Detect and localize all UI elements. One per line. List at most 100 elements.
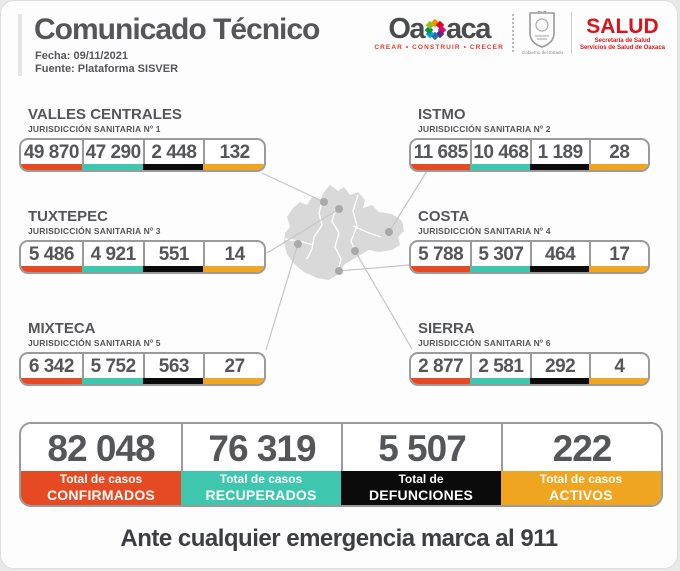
stat-confirmed: 5 486 [21,242,82,272]
oaxaca-wordmark: Oa aca [388,12,491,45]
total-active: 222 Total de casos ACTIVOS [501,424,661,505]
total-active-label: Total de casos ACTIVOS [501,471,661,505]
logo-strip: Oa aca CREAR • CONSTRUIR • CRECER Gobier… [374,11,665,55]
callout-lines [261,170,428,351]
active-color-bar [588,378,648,384]
region-jurisdiction: JURISDICCIÓN SANITARIA Nº 2 [418,124,551,134]
region-istmo: ISTMO JURISDICCIÓN SANITARIA Nº 2 11 685… [409,107,650,172]
stat-deaths: 464 [529,242,589,272]
stat-active: 14 [203,242,264,272]
stat-deaths: 1 189 [529,140,589,170]
date-label: Fecha: 09/11/2021 [35,50,128,62]
stat-deaths: 292 [529,354,589,384]
total-deaths-label: Total de DEFUNCIONES [341,471,501,505]
stat-deaths: 551 [142,242,204,272]
stat-recovered: 5 307 [470,242,530,272]
region-sierra: SIERRA JURISDICCIÓN SANITARIA Nº 6 2 877… [409,321,650,386]
map-internal-borders [284,194,382,272]
confirmed-color-bar [411,164,471,170]
coat-of-arms-icon [529,11,556,48]
deaths-color-bar [142,164,204,170]
stat-confirmed: 6 342 [21,354,82,384]
total-active-value: 222 [501,424,661,471]
active-color-bar [588,266,648,272]
total-deaths-value: 5 507 [341,424,501,471]
total-confirmed-value: 82 048 [47,428,155,469]
stat-confirmed: 5 788 [411,242,471,272]
confirmed-color-bar [21,164,82,170]
stat-active: 132 [203,140,264,170]
region-costa: COSTA JURISDICCIÓN SANITARIA Nº 4 5 788 … [409,209,650,274]
recovered-color-bar [81,164,143,170]
stat-recovered: 4 921 [81,242,143,272]
confirmed-color-bar [21,378,82,384]
stat-active: 4 [588,354,648,384]
stat-active: 17 [588,242,648,272]
stat-active: 27 [203,354,264,384]
region-name: SIERRA [418,320,475,337]
dotted-separator [511,14,514,52]
salud-subtitle-1: Secretaría de Salud [594,37,651,44]
source-label: Fuente: Plataforma SISVER [35,63,179,75]
oaxaca-word-right: aca [446,12,491,45]
emergency-message: Ante cualquier emergencia marca al 911 [120,525,558,552]
stat-confirmed: 49 870 [21,140,82,170]
region-mixteca: MIXTECA JURISDICCIÓN SANITARIA Nº 5 6 34… [19,321,266,386]
deaths-color-bar [529,266,589,272]
region-stats: 49 870 47 290 2 448 132 [19,138,266,172]
stat-deaths: 2 448 [142,140,204,170]
total-confirmed: 82 048 Total de casos CONFIRMADOS [21,424,181,505]
oaxaca-word-left: Oa [388,12,425,45]
region-jurisdiction: JURISDICCIÓN SANITARIA Nº 4 [418,226,551,236]
recovered-color-bar [470,378,530,384]
region-jurisdiction: JURISDICCIÓN SANITARIA Nº 6 [418,338,551,348]
recovered-color-bar [81,378,143,384]
oaxaca-logo: Oa aca CREAR • CONSTRUIR • CRECER [374,12,504,51]
active-color-bar [203,164,264,170]
stat-recovered: 5 752 [81,354,143,384]
page-title: Comunicado Técnico [34,13,320,46]
confirmed-color-bar [21,266,82,272]
stat-deaths: 563 [142,354,204,384]
totals-summary: 82 048 Total de casos CONFIRMADOS 76 319… [19,422,663,507]
deaths-color-bar [142,266,204,272]
stat-confirmed: 11 685 [411,140,471,170]
recovered-color-bar [470,266,530,272]
stat-confirmed: 2 877 [411,354,471,384]
title-accent-bar [18,14,22,76]
pinwheel-icon [424,18,446,41]
region-tuxtepec: TUXTEPEC JURISDICCIÓN SANITARIA Nº 3 5 4… [19,209,266,274]
region-valles-centrales: VALLES CENTRALES JURISDICCIÓN SANITARIA … [19,107,266,172]
oaxaca-tagline: CREAR • CONSTRUIR • CRECER [374,43,504,51]
total-recovered-value: 76 319 [181,424,341,471]
region-jurisdiction: JURISDICCIÓN SANITARIA Nº 1 [28,124,161,134]
salud-logo: SALUD Secretaría de Salud Servicios de S… [580,15,665,51]
region-stats: 11 685 10 468 1 189 28 [409,138,650,172]
region-jurisdiction: JURISDICCIÓN SANITARIA Nº 3 [28,226,161,236]
active-color-bar [588,164,648,170]
line-separator [570,12,572,54]
region-name: ISTMO [418,106,466,123]
confirmed-color-bar [411,378,471,384]
map-location-dots [294,198,393,275]
region-stats: 2 877 2 581 292 4 [409,352,650,386]
total-confirmed-label: Total de casos CONFIRMADOS [21,471,181,505]
map-outline [284,185,404,280]
active-color-bar [203,378,264,384]
region-name: VALLES CENTRALES [28,106,182,123]
confirmed-color-bar [411,266,471,272]
salud-title: SALUD [586,14,659,38]
deaths-color-bar [142,378,204,384]
total-recovered-label: Total de casos RECUPERADOS [181,471,341,505]
region-jurisdiction: JURISDICCIÓN SANITARIA Nº 5 [28,338,161,348]
state-coat-of-arms: Gobierno del Estado [522,11,563,55]
stat-recovered: 47 290 [81,140,143,170]
recovered-color-bar [81,266,143,272]
region-name: COSTA [418,208,470,225]
stat-recovered: 2 581 [470,354,530,384]
stat-active: 28 [588,140,648,170]
total-deaths: 5 507 Total de DEFUNCIONES [341,424,501,505]
total-recovered: 76 319 Total de casos RECUPERADOS [181,424,341,505]
region-stats: 5 486 4 921 551 14 [19,240,266,274]
